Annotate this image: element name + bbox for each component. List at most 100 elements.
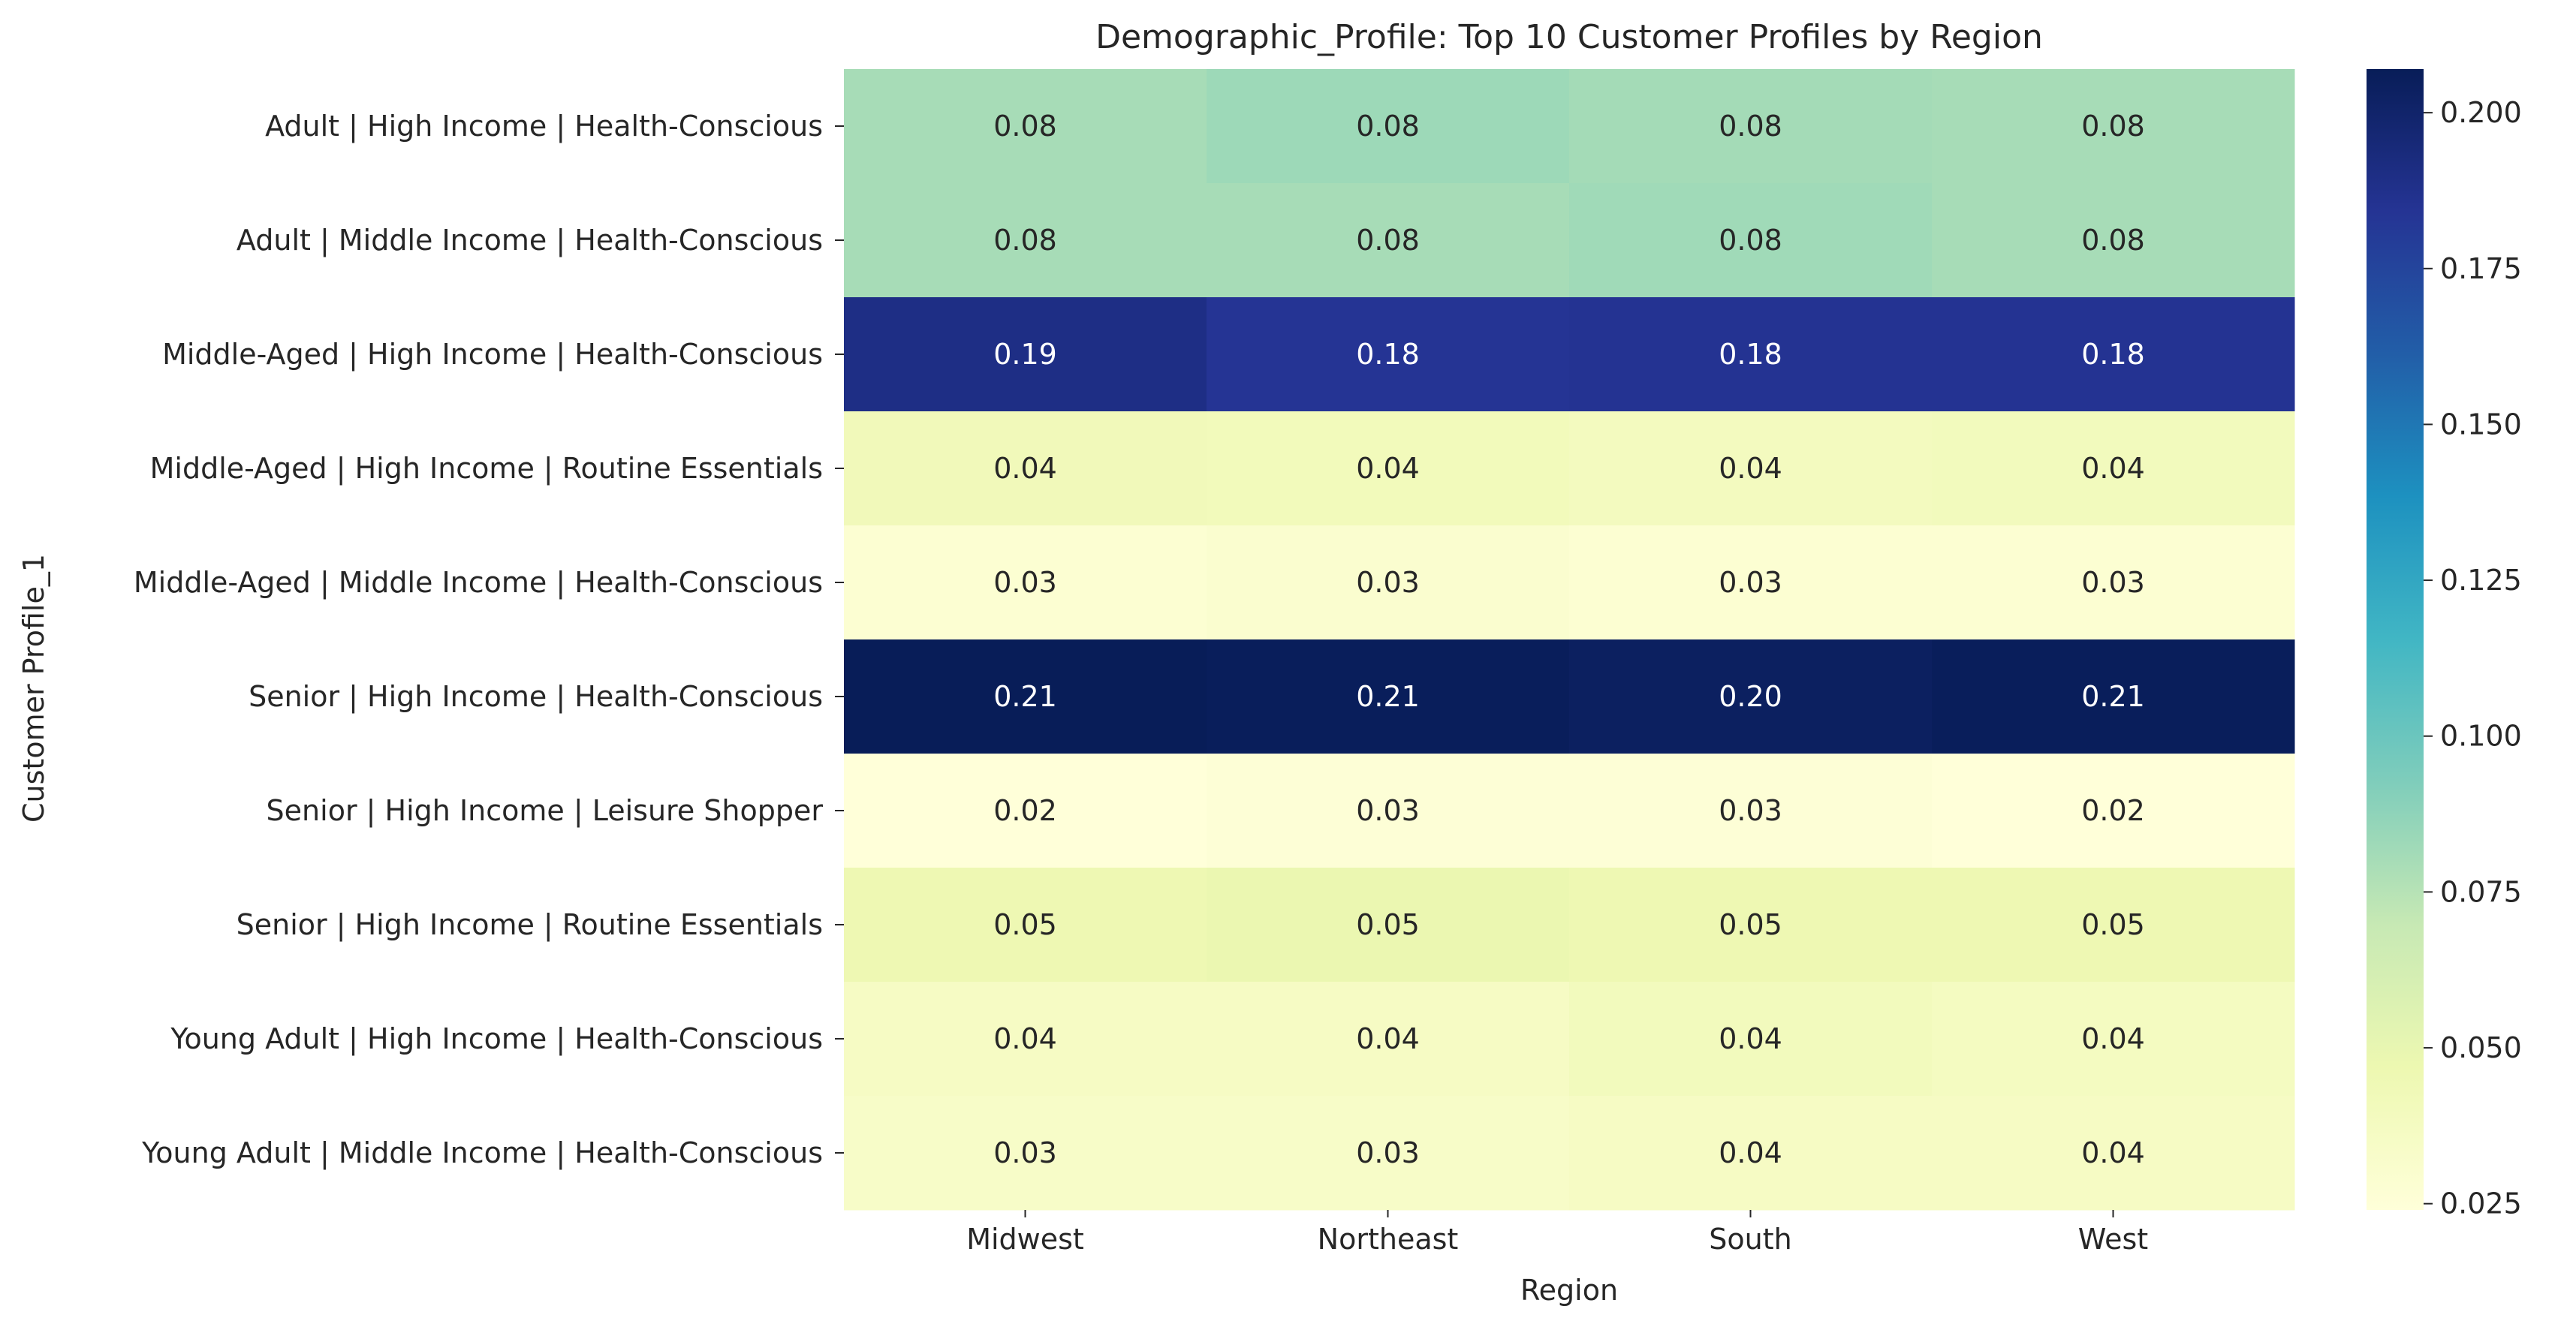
colorbar-tick-label: 0.025 <box>2440 1187 2522 1220</box>
cell-value-label: 0.04 <box>2081 1136 2145 1169</box>
cell-value-label: 0.04 <box>993 452 1057 485</box>
heatmap-cell <box>844 982 1207 1097</box>
heatmap-cell <box>1207 868 1570 982</box>
cell-value-label: 0.20 <box>1719 680 1782 713</box>
colorbar-tick-label: 0.100 <box>2440 720 2522 753</box>
y-tick-label: Senior | High Income | Health-Conscious <box>249 680 823 714</box>
colorbar-tick-label: 0.125 <box>2440 564 2522 597</box>
heatmap-cell <box>1569 982 1933 1097</box>
heatmap-cell <box>1207 1096 1570 1211</box>
heatmap-cell <box>1207 639 1570 754</box>
heatmap-cell <box>1932 754 2295 868</box>
cell-value-label: 0.08 <box>993 224 1057 257</box>
colorbar-tick-label: 0.200 <box>2440 96 2522 129</box>
cell-value-label: 0.21 <box>2081 680 2145 713</box>
heatmap-cell <box>1569 754 1933 868</box>
cell-value-label: 0.02 <box>993 794 1057 827</box>
heatmap-cell <box>1569 183 1933 298</box>
y-tick-label: Adult | High Income | Health-Conscious <box>265 110 823 143</box>
colorbar: 0.025 0.050 0.075 0.100 0.125 0.150 0.175 0.200 <box>2367 69 2522 1220</box>
cell-value-label: 0.04 <box>1356 452 1420 485</box>
heatmap-cell <box>1932 525 2295 640</box>
cell-value-label: 0.04 <box>2081 452 2145 485</box>
y-tick-label: Middle-Aged | High Income | Routine Esse… <box>150 452 823 486</box>
chart-title: Demographic_Profile: Top 10 Customer Pro… <box>1095 18 2043 56</box>
y-tick-label: Middle-Aged | High Income | Health-Consc… <box>162 338 823 372</box>
cell-value-label: 0.04 <box>1719 1022 1782 1055</box>
cell-value-label: 0.08 <box>1356 224 1420 257</box>
cell-value-label: 0.04 <box>1719 452 1782 485</box>
heatmap-cells: 0.08 0.08 0.08 0.08 0.08 0.08 0.08 0.08 0.19 0.18… <box>844 69 2295 1211</box>
heatmap-cell <box>1932 297 2295 412</box>
heatmap-cell <box>844 868 1207 982</box>
cell-value-label: 0.03 <box>1356 794 1420 827</box>
heatmap-cell <box>1932 411 2295 526</box>
heatmap-cell <box>1207 525 1570 640</box>
cell-value-label: 0.08 <box>1356 110 1420 143</box>
colorbar-tick-label: 0.150 <box>2440 408 2522 441</box>
heatmap-cell <box>1207 69 1570 184</box>
heatmap-cell <box>1569 411 1933 526</box>
heatmap-cell <box>844 525 1207 640</box>
cell-value-label: 0.05 <box>1719 908 1782 941</box>
cell-value-label: 0.04 <box>1719 1136 1782 1169</box>
cell-value-label: 0.03 <box>1719 566 1782 599</box>
heatmap-cell <box>1932 639 2295 754</box>
heatmap-cell <box>1207 183 1570 298</box>
cell-value-label: 0.03 <box>993 1136 1057 1169</box>
y-tick-label: Senior | High Income | Leisure Shopper <box>267 794 824 828</box>
cell-value-label: 0.21 <box>993 680 1057 713</box>
cell-value-label: 0.08 <box>993 110 1057 143</box>
heatmap-cell <box>1932 183 2295 298</box>
heatmap-cell <box>1569 868 1933 982</box>
heatmap-cell <box>1569 69 1933 184</box>
cell-value-label: 0.18 <box>1719 338 1782 371</box>
cell-value-label: 0.04 <box>993 1022 1057 1055</box>
cell-value-label: 0.19 <box>993 338 1057 371</box>
cell-value-label: 0.08 <box>1719 224 1782 257</box>
cell-value-label: 0.03 <box>1719 794 1782 827</box>
y-tick-label: Senior | High Income | Routine Essential… <box>237 908 823 942</box>
y-tick-label: Middle-Aged | Middle Income | Health-Con… <box>134 566 823 600</box>
cell-value-label: 0.08 <box>2081 110 2145 143</box>
cell-value-label: 0.18 <box>1356 338 1420 371</box>
x-axis-label: Region <box>1520 1274 1618 1307</box>
cell-value-label: 0.03 <box>1356 1136 1420 1169</box>
heatmap-cell <box>1932 69 2295 184</box>
x-axis: Midwest Northeast South West <box>966 1210 2148 1256</box>
cell-value-label: 0.04 <box>1356 1022 1420 1055</box>
cell-value-label: 0.03 <box>993 566 1057 599</box>
heatmap-cell <box>1569 1096 1933 1211</box>
heatmap-cell <box>1932 982 2295 1097</box>
cell-value-label: 0.04 <box>2081 1022 2145 1055</box>
heatmap-cell <box>844 639 1207 754</box>
heatmap-cell <box>1207 411 1570 526</box>
cell-value-label: 0.03 <box>2081 566 2145 599</box>
x-tick-label: West <box>2078 1223 2148 1256</box>
cell-value-label: 0.18 <box>2081 338 2145 371</box>
cell-value-label: 0.05 <box>993 908 1057 941</box>
heatmap-cell <box>844 1096 1207 1211</box>
y-tick-label: Young Adult | High Income | Health-Consc… <box>170 1022 823 1056</box>
y-tick-label: Young Adult | Middle Income | Health-Con… <box>141 1136 823 1170</box>
heatmap-cell <box>844 297 1207 412</box>
cell-value-label: 0.21 <box>1356 680 1420 713</box>
heatmap-cell <box>844 754 1207 868</box>
heatmap-cell <box>1932 1096 2295 1211</box>
heatmap-cell <box>1207 754 1570 868</box>
cell-value-label: 0.08 <box>2081 224 2145 257</box>
heatmap-cell <box>844 183 1207 298</box>
x-tick-label: Midwest <box>966 1223 1084 1256</box>
x-tick-label: Northeast <box>1318 1223 1459 1256</box>
cell-value-label: 0.03 <box>1356 566 1420 599</box>
y-tick-label: Adult | Middle Income | Health-Conscious <box>237 224 823 257</box>
colorbar-tick-label: 0.050 <box>2440 1031 2522 1064</box>
heatmap-cell <box>844 69 1207 184</box>
heatmap-cell <box>1569 297 1933 412</box>
cell-value-label: 0.02 <box>2081 794 2145 827</box>
heatmap-cell <box>1207 982 1570 1097</box>
cell-value-label: 0.05 <box>1356 908 1420 941</box>
cell-value-label: 0.08 <box>1719 110 1782 143</box>
